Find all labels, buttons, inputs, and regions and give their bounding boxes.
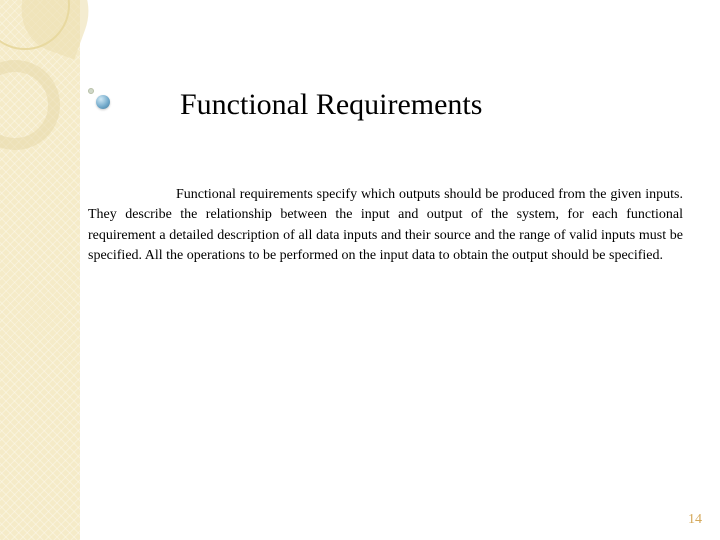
slide-content: Functional Requirements Functional requi… (80, 0, 720, 540)
body-text-content: Functional requirements specify which ou… (88, 187, 683, 263)
slide-body: Functional requirements specify which ou… (88, 185, 683, 266)
page-number: 14 (688, 512, 702, 528)
decorative-sidebar (0, 0, 80, 540)
ring-shape (0, 60, 60, 150)
slide-title: Functional Requirements (180, 88, 482, 122)
